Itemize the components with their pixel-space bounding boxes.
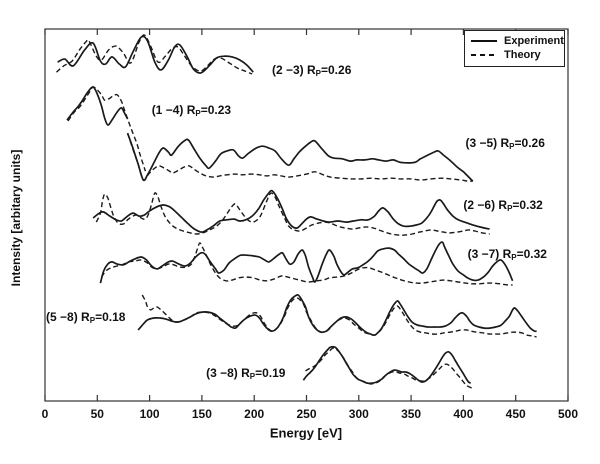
legend-label-theory: Theory xyxy=(504,49,541,61)
experiment-curve (2 −6) xyxy=(92,189,490,233)
legend-row-experiment: Experiment xyxy=(471,34,564,48)
theory-curve (3 −5) xyxy=(126,132,473,182)
theory-curve (1 −4) xyxy=(67,86,147,172)
legend: Experiment Theory xyxy=(464,30,565,67)
experiment-curve (1 −4) xyxy=(66,86,129,126)
theory-curve (2 −6) xyxy=(95,192,490,236)
y-axis-label: Intensity [arbitary units] xyxy=(9,149,23,287)
theory-curve (2 −3) xyxy=(56,34,253,75)
theory-curve (3 −8) xyxy=(305,347,473,389)
legend-row-theory: Theory xyxy=(471,48,559,62)
experiment-curve (3 −5) xyxy=(126,132,474,182)
dashed-line-icon xyxy=(471,54,497,56)
theory-curve (3 −7) xyxy=(100,242,513,286)
legend-label-experiment: Experiment xyxy=(504,35,564,47)
plot-frame xyxy=(44,28,569,402)
experiment-curve (3 −8) xyxy=(302,345,471,385)
experiment-curve (2 −3) xyxy=(57,35,254,74)
x-axis-label: Energy [eV] xyxy=(269,425,343,441)
experiment-curve (5 −8) xyxy=(137,294,537,337)
solid-line-icon xyxy=(471,40,497,42)
experiment-curve (3 −7) xyxy=(99,241,514,284)
theory-curve (5 −8) xyxy=(141,294,537,338)
